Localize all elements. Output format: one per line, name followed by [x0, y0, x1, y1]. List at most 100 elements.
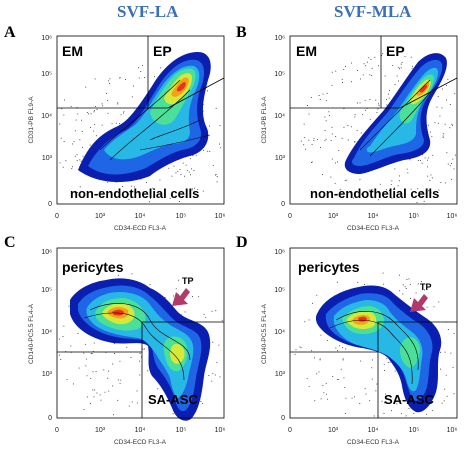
event-dot — [316, 294, 318, 296]
event-dot — [338, 150, 340, 151]
event-dot — [76, 160, 78, 162]
event-dot — [401, 62, 403, 63]
event-dot — [139, 374, 141, 376]
event-dot — [214, 374, 216, 376]
gate-lines-d — [289, 247, 458, 419]
event-dot — [101, 103, 103, 105]
event-dot — [451, 163, 452, 164]
event-dot — [444, 182, 446, 184]
event-dot — [90, 113, 92, 115]
event-dot — [186, 169, 188, 171]
x-tick-c-1: 10³ — [95, 427, 106, 434]
event-dot — [59, 162, 61, 164]
event-dot — [453, 168, 455, 170]
event-dot — [123, 112, 124, 114]
event-dot — [320, 398, 322, 400]
event-dot — [339, 345, 340, 347]
event-dot — [84, 343, 86, 345]
event-dot — [421, 192, 423, 193]
event-dot — [409, 283, 411, 285]
y-tick-d-4: 10⁶ — [274, 249, 285, 256]
y-axis-label-a: CD31-PB FL9-A — [28, 96, 35, 144]
gate-lines-a — [56, 35, 225, 205]
event-dot — [312, 302, 313, 304]
event-dot — [440, 368, 441, 370]
event-dot — [216, 176, 218, 177]
x-tick-c-0: 0 — [55, 427, 59, 434]
y-tick-c-2: 10⁴ — [41, 329, 52, 336]
event-dot — [128, 405, 130, 407]
gate-label-pericytes-c: pericytes — [62, 259, 124, 275]
event-dot — [397, 185, 399, 187]
event-dot — [128, 193, 130, 195]
event-dot — [73, 141, 75, 143]
event-dot — [198, 296, 200, 298]
event-dot — [63, 114, 65, 116]
event-dot — [68, 305, 70, 307]
event-dot — [308, 113, 310, 115]
event-dot — [96, 392, 98, 394]
event-dot — [215, 310, 217, 312]
event-dot — [133, 85, 134, 87]
event-dot — [295, 349, 297, 351]
event-dot — [184, 175, 185, 177]
event-dot — [444, 388, 446, 390]
x-tick-d-0: 0 — [288, 427, 292, 434]
event-dot — [89, 144, 91, 146]
event-dot — [394, 168, 396, 170]
event-dot — [335, 70, 337, 72]
event-dot — [331, 133, 333, 135]
event-dot — [428, 190, 429, 192]
x-axis-b: 0 10³ 10⁴ 10⁵ 10⁶ CD34-ECD FL3-A — [288, 213, 457, 232]
event-dot — [120, 114, 122, 116]
event-dot — [74, 155, 76, 157]
event-dot — [307, 105, 308, 106]
event-dot — [182, 162, 184, 164]
event-dot — [359, 403, 361, 404]
event-dot — [138, 77, 140, 79]
event-dot — [111, 123, 113, 125]
event-dot — [93, 111, 95, 113]
event-dot — [313, 140, 315, 141]
event-dot — [215, 174, 216, 176]
event-dot — [197, 189, 199, 191]
event-dot — [442, 137, 444, 138]
event-dot — [407, 172, 409, 174]
y-axis-a: 0 10³ 10⁴ 10⁵ 10⁶ CD31-PB FL9-A — [28, 35, 53, 208]
event-dot — [446, 99, 447, 101]
event-dot — [357, 102, 358, 104]
event-dot — [179, 169, 181, 170]
event-dot — [139, 360, 140, 362]
event-dot — [399, 175, 400, 177]
event-dot — [342, 347, 344, 349]
event-dot — [361, 193, 363, 195]
event-dot — [438, 189, 440, 191]
event-dot — [436, 106, 438, 108]
event-dot — [92, 371, 94, 373]
tp-arrow-c — [172, 288, 190, 306]
event-dot — [215, 107, 217, 109]
event-dot — [144, 348, 145, 350]
event-dot — [449, 104, 451, 105]
event-dot — [330, 176, 332, 178]
event-dot — [441, 402, 443, 404]
event-dot — [372, 359, 373, 361]
event-dot — [382, 272, 384, 274]
event-dot — [381, 55, 382, 56]
event-dot — [398, 180, 400, 182]
event-dot — [405, 415, 407, 417]
event-dot — [203, 313, 205, 315]
event-dot — [115, 181, 117, 183]
x-tick-b-1: 10³ — [328, 213, 339, 220]
density-cloud-c — [59, 273, 223, 421]
event-dot — [424, 157, 426, 159]
event-dot — [117, 103, 119, 105]
event-dot — [313, 138, 315, 140]
event-dot — [383, 412, 385, 414]
event-dot — [63, 141, 65, 142]
event-dot — [71, 168, 73, 170]
event-dot — [305, 148, 306, 150]
event-dot — [354, 116, 356, 118]
event-dot — [189, 158, 191, 160]
event-dot — [344, 413, 346, 414]
